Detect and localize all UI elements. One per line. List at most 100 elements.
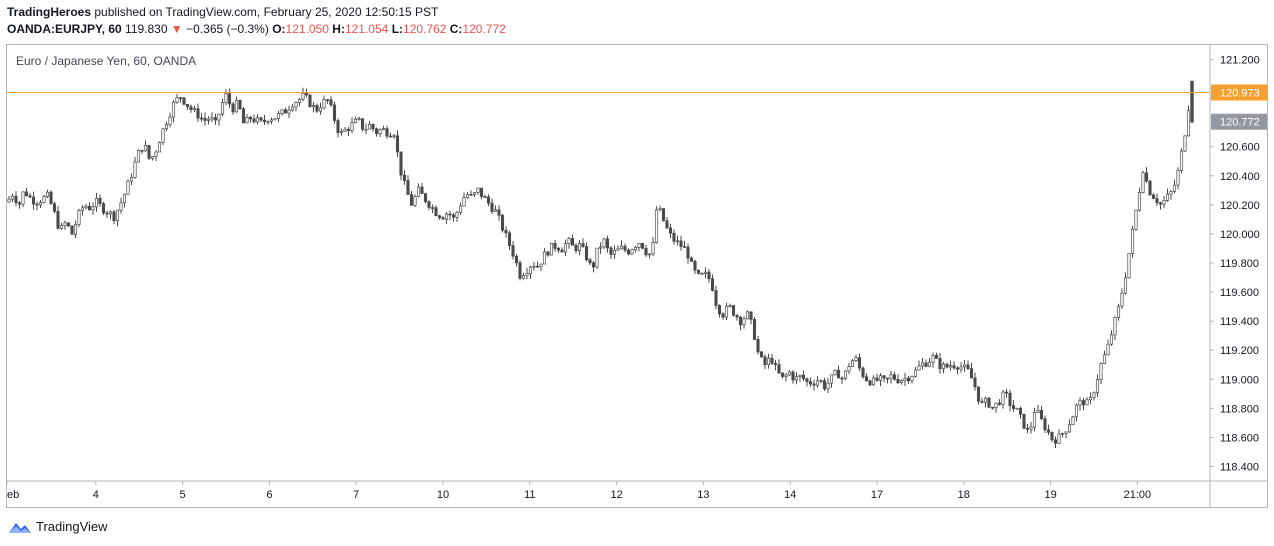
candle-body [1074,404,1079,418]
candle-body [882,375,886,379]
close-label: C: [449,22,463,36]
candle-body [738,316,743,326]
candle-body [924,362,928,367]
symbol-info-bar: OANDA:EURJPY, 60 119.830 ▼ −0.365 (−0.3%… [7,22,506,36]
y-tick-label: 119.000 [1220,374,1259,386]
candle-body [969,368,974,379]
candle-body [304,92,309,96]
candle-body [287,109,291,114]
candle-body [651,242,655,255]
candle-body [574,244,578,252]
candle-body [1127,253,1131,279]
chart-canvas[interactable]: Euro / Japanese Yen, 60, OANDA 121.200 12 1… [7,45,1267,507]
candle-body [745,311,750,320]
candle-body [805,378,809,382]
candle-body [609,247,613,255]
horizontal-line-badge [1211,84,1267,101]
candle-body [1158,202,1163,205]
candle-body [500,214,505,231]
candle-body [420,186,424,194]
candle-body [994,402,998,408]
candle-body [514,255,519,264]
x-tick-label: eb [7,489,19,501]
candle-body [511,245,515,257]
candle-body [959,366,963,370]
published-text: published on TradingView.com, February 2… [94,5,439,19]
candle-body [504,229,508,234]
candle-body [759,351,764,358]
candle-body [798,374,802,378]
candle-body [119,202,123,211]
candle-body [847,366,851,372]
candle-body [766,357,771,365]
candle-body [343,128,347,132]
candle-body [378,129,382,134]
candle-body [927,361,932,367]
candle-body [210,117,214,120]
candle-body [56,210,60,229]
candle-body [731,305,736,316]
chart-frame[interactable]: Euro / Japanese Yen, 60, OANDA 121.200 12 1… [6,44,1268,508]
candle-body [238,99,242,110]
candle-body [752,319,757,340]
candle-body [1179,150,1184,171]
x-tick-label: 19 [1044,489,1056,501]
candle-body [581,243,585,247]
candle-body [903,377,907,381]
candle-body [584,246,589,261]
candle-body [388,135,393,138]
candle-body [938,358,942,370]
candle-body [686,246,690,259]
candle-body [486,196,491,204]
candle-body [1113,317,1117,336]
x-tick-label: 17 [871,489,883,501]
candle-body [1060,433,1065,435]
candle-body [311,105,316,108]
candle-body [133,161,137,178]
candle-body [556,248,561,251]
candle-body [602,238,606,248]
candle-body [115,209,120,222]
candle-body [812,383,816,386]
candle-body [808,381,813,385]
x-tick-label: 4 [93,489,99,501]
candle-body [52,203,57,212]
y-tick-label: 118.800 [1220,403,1259,415]
candle-body [413,196,417,206]
candle-body [63,222,67,226]
candle-body [980,400,984,403]
publisher-name[interactable]: TradingHeroes [7,5,92,19]
candle-body [7,198,11,203]
candle-body [112,211,116,222]
footer-brand[interactable]: TradingView [8,519,108,534]
candle-body [122,193,127,204]
candle-body [724,305,729,318]
candle-body [395,135,400,153]
candle-body [185,103,190,108]
y-tick-label: 119.400 [1220,316,1259,328]
candle-body [182,97,186,105]
candle-body [154,151,158,157]
candle-body [77,210,81,225]
candle-body [1106,343,1110,356]
candle-body [206,118,211,121]
candle-body [563,243,568,253]
candle-body [28,195,32,198]
candle-body [423,193,428,202]
candle-body [973,377,977,388]
y-tick-label: 120.600 [1220,142,1260,154]
candle-body [1039,410,1044,420]
candle-body [843,370,848,379]
candle-body [14,195,18,204]
y-tick-label: 118.600 [1220,432,1259,444]
high-label: H: [332,22,345,36]
candle-body [1186,110,1191,137]
candle-body [444,213,449,220]
candle-body [248,116,253,120]
x-tick-label: 7 [353,489,359,501]
footer-brand-label: TradingView [36,519,108,534]
y-tick-label: 120.200 [1220,200,1260,212]
candle-body [308,94,312,108]
candle-body [353,118,358,124]
candle-body [721,313,725,318]
